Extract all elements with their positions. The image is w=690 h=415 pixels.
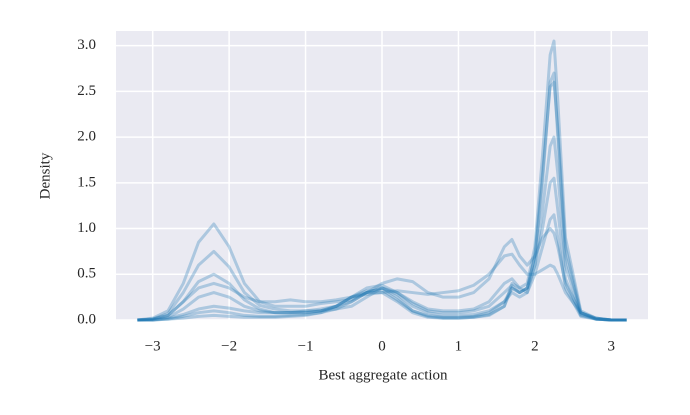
density-line: [137, 135, 627, 322]
density-line: [137, 222, 627, 322]
x-tick-label: −2: [221, 338, 237, 354]
y-tick-label: 2.0: [77, 129, 96, 145]
density-line: [137, 39, 627, 322]
x-tick-label: 1: [455, 338, 463, 354]
y-tick-label: 0.0: [77, 311, 96, 327]
x-tick-label: −3: [145, 338, 161, 354]
density-line: [137, 213, 627, 322]
density-line: [137, 80, 627, 322]
y-tick-label: 2.5: [77, 83, 96, 99]
y-tick-label: 3.0: [77, 37, 96, 53]
y-axis-label: Density: [37, 152, 53, 199]
x-tick-label: −1: [298, 338, 314, 354]
density-line: [137, 176, 627, 322]
density-line: [137, 252, 627, 322]
x-tick-label: 3: [608, 338, 616, 354]
density-line: [137, 71, 627, 322]
y-tick-label: 1.0: [77, 220, 96, 236]
x-axis-label: Best aggregate action: [318, 367, 448, 383]
x-tick-label: 0: [378, 338, 386, 354]
y-tick-label: 1.5: [77, 174, 96, 190]
y-tick-label: 0.5: [77, 266, 96, 282]
x-tick-label: 2: [531, 338, 539, 354]
